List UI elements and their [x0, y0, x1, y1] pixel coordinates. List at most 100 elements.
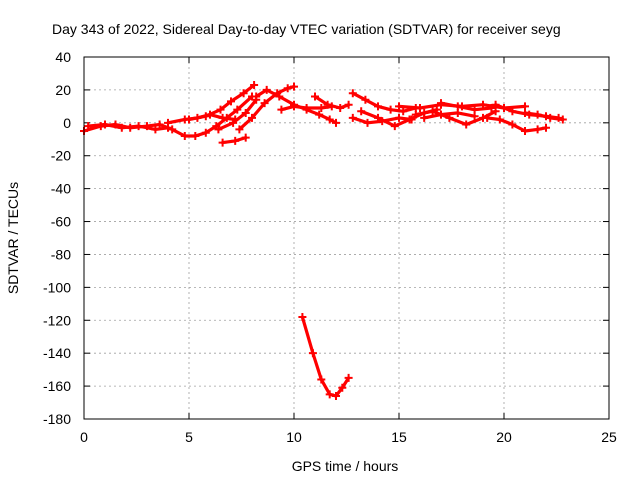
data-point [508, 107, 517, 116]
chart-title: Day 343 of 2022, Sidereal Day-to-day VTE… [52, 21, 561, 37]
data-point [487, 104, 496, 113]
data-point [214, 125, 223, 134]
series-line [216, 98, 258, 131]
series-arc-10 [311, 92, 353, 113]
data-point [386, 105, 395, 114]
data-point [241, 108, 250, 117]
data-point [229, 118, 238, 127]
data-point [453, 102, 462, 111]
data-point [521, 108, 529, 117]
data-point [250, 80, 259, 89]
data-point [437, 110, 445, 119]
data-point [317, 104, 326, 113]
series-line [422, 111, 477, 120]
data-point [546, 113, 555, 122]
data-point [542, 123, 550, 132]
data-point [218, 113, 227, 122]
data-point [348, 89, 357, 98]
series-arc-18 [437, 99, 496, 114]
data-point [235, 125, 244, 134]
data-point [325, 390, 334, 399]
series-arc-1 [80, 92, 256, 140]
data-point [428, 107, 437, 116]
y-tick-label: -100 [43, 279, 71, 295]
data-point [302, 104, 311, 113]
data-point [399, 107, 408, 116]
data-point [348, 113, 357, 122]
data-series [80, 80, 567, 400]
data-point [470, 105, 479, 114]
y-tick-label: -120 [43, 312, 71, 328]
axis-ticks [83, 56, 610, 420]
data-point [344, 373, 353, 382]
data-point [332, 118, 340, 127]
data-point [395, 102, 403, 111]
data-point [395, 113, 403, 122]
data-point [239, 89, 248, 98]
data-point [134, 122, 143, 131]
plot-frame [83, 56, 610, 420]
grid [84, 57, 609, 419]
data-point [262, 85, 271, 94]
data-point [231, 136, 240, 145]
data-point [298, 312, 307, 321]
x-tick-label: 20 [496, 429, 512, 445]
data-point [483, 113, 492, 122]
y-tick-labels: 40 20 0 -20 -40 -60 -80 -100 -120 -140 -160 -180 [43, 49, 71, 427]
data-point [216, 105, 225, 114]
data-point [201, 112, 210, 121]
y-tick-label: -180 [43, 411, 71, 427]
data-point [227, 97, 235, 106]
data-point [361, 95, 370, 104]
data-point [495, 115, 504, 124]
y-tick-label: -140 [43, 345, 71, 361]
series-arc-11 [298, 312, 353, 400]
data-point [405, 115, 414, 124]
data-point [521, 127, 529, 136]
data-point [277, 105, 286, 114]
data-point [84, 122, 93, 131]
series-arc-19 [483, 113, 550, 136]
data-point [508, 120, 517, 129]
data-point [363, 118, 372, 127]
data-point [218, 138, 227, 147]
series-line [439, 101, 493, 112]
data-point [374, 102, 382, 111]
data-point [180, 131, 189, 140]
series-arc-5 [214, 95, 261, 134]
data-point [101, 120, 109, 129]
data-point [323, 100, 332, 109]
series-arc-4 [185, 80, 259, 124]
data-point [390, 122, 399, 131]
data-point [151, 125, 160, 134]
data-point [462, 120, 471, 129]
series-arc-6 [218, 133, 250, 147]
data-point [185, 115, 193, 124]
data-point [491, 100, 500, 109]
data-point [248, 113, 256, 122]
data-point [168, 125, 177, 134]
data-point [233, 105, 242, 114]
x-tick-labels: 0 5 10 15 20 25 [80, 429, 617, 445]
series-arc-21 [521, 108, 567, 124]
y-tick-label: -40 [51, 181, 71, 197]
x-tick-label: 10 [286, 429, 302, 445]
y-tick-label: -20 [51, 148, 71, 164]
data-point [311, 92, 319, 101]
data-point [411, 110, 420, 119]
series-arc-9 [277, 102, 336, 114]
data-point [290, 102, 298, 111]
data-point [260, 99, 269, 108]
series-arc-16 [411, 107, 500, 129]
data-point [357, 107, 366, 116]
data-point [416, 104, 424, 113]
data-point [374, 113, 382, 122]
data-point [558, 115, 567, 124]
x-axis-label: GPS time / hours [292, 458, 399, 474]
y-axis-label: SDTVAR / TECUs [5, 182, 21, 294]
y-tick-label: 40 [55, 49, 71, 65]
data-point [533, 110, 542, 119]
y-tick-label: -160 [43, 378, 71, 394]
y-tick-label: -60 [51, 214, 71, 230]
